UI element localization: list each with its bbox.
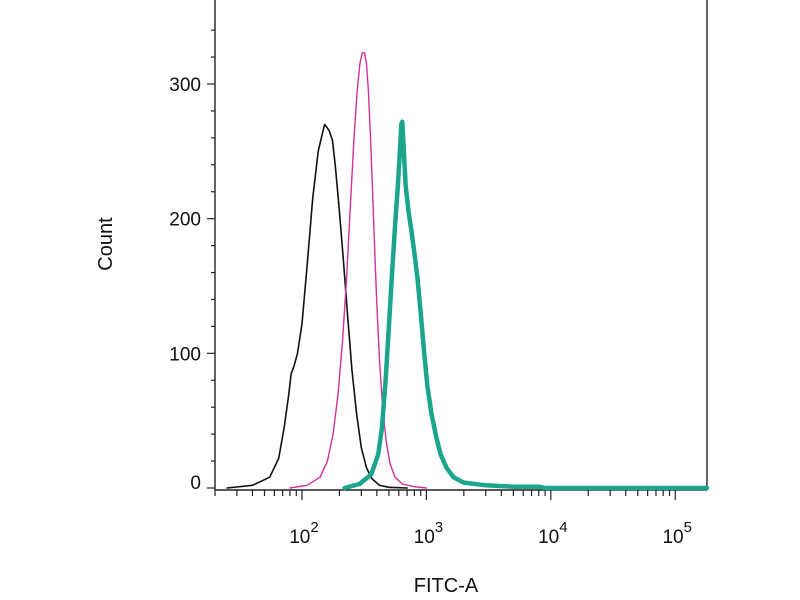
x-tick-label: 103	[414, 519, 443, 548]
x-tick-label: 105	[662, 519, 691, 548]
y-tick-label: 200	[169, 210, 201, 231]
series-layer	[226, 52, 710, 491]
y-axis-title: Count	[95, 217, 117, 271]
y-tick-label: 300	[169, 75, 201, 96]
series-line-3	[342, 119, 710, 491]
plot-frame	[214, 0, 708, 491]
y-tick-label: 0	[190, 473, 201, 494]
x-axis-title: FITC-A	[414, 575, 479, 597]
series-line-2	[289, 52, 428, 489]
x-tick-label: 102	[289, 519, 318, 548]
x-tick-label: 104	[538, 519, 567, 548]
x-axis: 102 103 104 105	[214, 490, 692, 548]
series-line-1	[226, 123, 408, 489]
y-axis: 0 100 200 300	[169, 29, 215, 494]
y-tick-label: 100	[169, 344, 201, 365]
